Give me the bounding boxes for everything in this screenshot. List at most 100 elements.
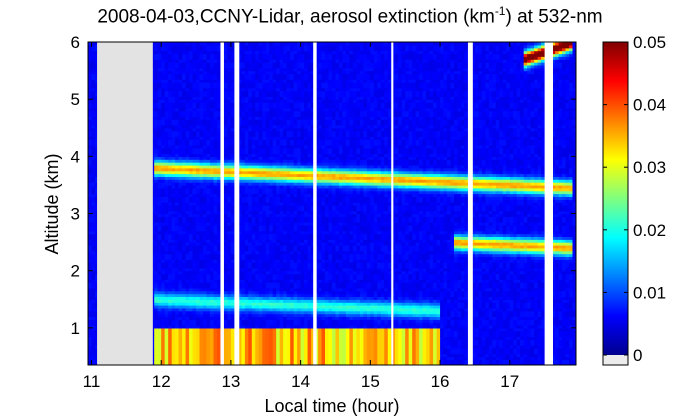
heat-cell: [154, 110, 159, 115]
heat-cell: [164, 224, 169, 229]
heat-cell: [192, 362, 197, 365]
heat-cell: [154, 170, 159, 175]
heat-cell: [182, 227, 187, 232]
heat-cell: [95, 242, 100, 246]
heat-cell: [192, 156, 197, 160]
heat-cell: [154, 287, 159, 292]
heat-cell: [182, 299, 187, 303]
heat-cell: [171, 170, 176, 175]
heat-cell: [157, 142, 162, 146]
heat-cell: [88, 167, 93, 172]
heat-cell: [161, 96, 166, 100]
heat-cell: [95, 227, 100, 232]
heat-cell: [185, 310, 190, 315]
heat-cell: [185, 319, 190, 323]
heat-cell: [199, 67, 204, 72]
heat-cell: [164, 119, 169, 123]
heat-cell: [189, 265, 194, 269]
heat-cell: [203, 164, 208, 169]
heat-cell: [164, 182, 169, 186]
heat-cell: [189, 193, 194, 197]
heat-cell: [171, 216, 176, 220]
heat-cell: [164, 202, 169, 206]
heat-cell: [157, 164, 162, 169]
heat-cell: [88, 233, 93, 237]
heat-cell: [164, 327, 169, 332]
heat-cell: [164, 153, 169, 157]
heat-cell: [196, 67, 201, 72]
heat-cell: [95, 167, 100, 172]
heat-cell: [88, 244, 93, 249]
heat-cell: [164, 325, 169, 329]
heat-cell: [185, 42, 190, 46]
heat-cell: [182, 279, 187, 283]
heat-cell: [199, 104, 204, 109]
heat-cell: [185, 216, 190, 220]
heat-cell: [189, 170, 194, 175]
heat-cell: [168, 42, 173, 46]
heat-cell: [161, 130, 166, 135]
heat-cell: [196, 356, 201, 360]
heat-cell: [91, 170, 96, 175]
heat-cell: [196, 164, 201, 169]
heat-cell: [192, 319, 197, 323]
heat-cell: [199, 293, 204, 297]
heat-cell: [185, 53, 190, 57]
heat-cell: [185, 285, 190, 289]
heat-cell: [168, 164, 173, 169]
heat-cell: [157, 302, 162, 306]
heat-cell: [203, 322, 208, 326]
heat-cell: [206, 107, 211, 112]
heat-cell: [192, 244, 197, 249]
heat-cell: [203, 127, 208, 132]
heat-cell: [95, 290, 100, 295]
heat-cell: [154, 199, 159, 203]
heat-cell: [206, 282, 211, 286]
heat-cell: [171, 262, 176, 266]
heat-cell: [185, 116, 190, 120]
heat-cell: [196, 159, 201, 163]
heat-cell: [192, 282, 197, 286]
heat-cell: [178, 139, 183, 143]
heat-cell: [178, 339, 183, 343]
heat-cell: [88, 204, 93, 209]
heat-cell: [182, 170, 187, 175]
heat-cell: [88, 133, 93, 137]
heat-cell: [168, 270, 173, 275]
heat-cell: [196, 136, 201, 140]
heat-cell: [88, 47, 93, 52]
heat-cell: [95, 339, 100, 343]
heat-cell: [157, 153, 162, 157]
heat-cell: [192, 270, 197, 275]
heat-cell: [203, 90, 208, 95]
heat-cell: [175, 250, 180, 255]
heat-cell: [185, 230, 190, 235]
heat-cell: [171, 230, 176, 235]
heat-cell: [157, 330, 162, 335]
heat-cell: [91, 222, 96, 226]
heat-cell: [192, 219, 197, 223]
heat-cell: [161, 159, 166, 163]
heat-cell: [185, 239, 190, 243]
heat-cell: [185, 130, 190, 135]
heat-cell: [185, 342, 190, 346]
heat-cell: [192, 224, 197, 229]
heat-cell: [189, 96, 194, 100]
heat-cell: [196, 199, 201, 203]
heat-cell: [91, 176, 96, 180]
heat-cell: [203, 179, 208, 183]
heat-cell: [189, 102, 194, 106]
heat-cell: [171, 119, 176, 123]
heat-cell: [175, 325, 180, 329]
heat-cell: [161, 136, 166, 140]
heat-cell: [189, 199, 194, 203]
heat-cell: [203, 96, 208, 100]
heat-cell: [175, 173, 180, 177]
heat-cell: [196, 47, 201, 52]
heat-cell: [203, 236, 208, 240]
heat-cell: [175, 150, 180, 155]
heat-cell: [168, 136, 173, 140]
heat-cell: [178, 153, 183, 157]
heat-cell: [171, 153, 176, 157]
heat-cell: [161, 67, 166, 72]
